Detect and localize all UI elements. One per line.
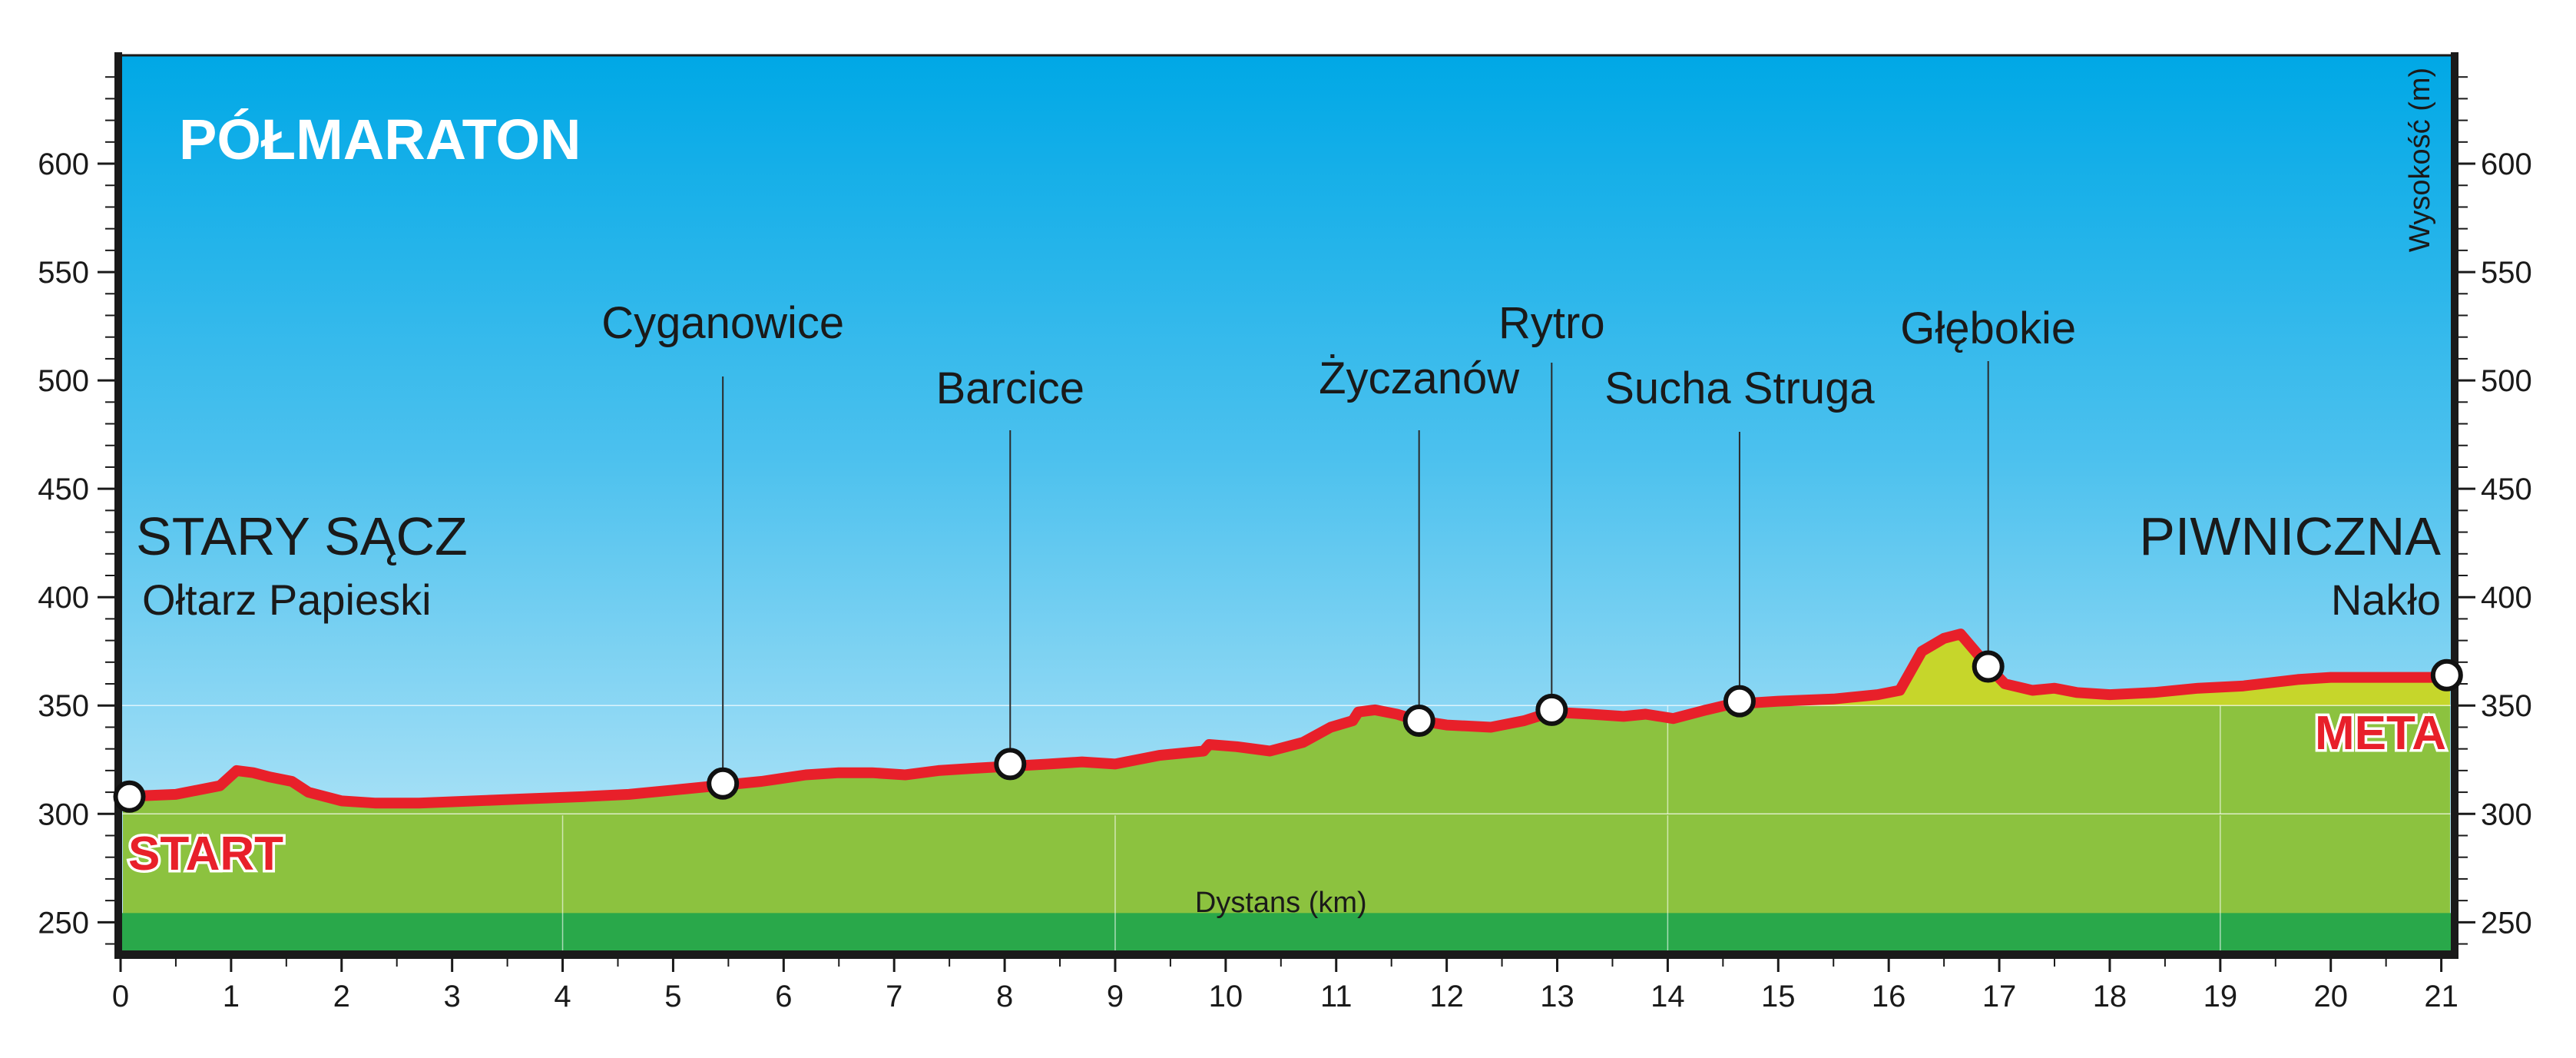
x-tick-label: 2 bbox=[333, 980, 350, 1013]
x-tick-label: 6 bbox=[775, 980, 792, 1013]
y-tick-label-left: 250 bbox=[38, 906, 89, 940]
x-axis-title: Dystans (km) bbox=[1195, 887, 1367, 919]
waypoint-marker bbox=[994, 748, 1027, 781]
y-tick-label-right: 450 bbox=[2481, 473, 2532, 506]
x-tick-label: 13 bbox=[1540, 980, 1574, 1013]
y-tick-label-right: 500 bbox=[2481, 364, 2532, 398]
y-tick-label-left: 300 bbox=[38, 798, 89, 831]
y-axis-title: Wysokość (m) bbox=[2404, 68, 2436, 252]
y-tick-label-left: 500 bbox=[38, 364, 89, 398]
waypoint-label: Sucha Struga bbox=[1604, 363, 1875, 413]
y-tick-label-right: 300 bbox=[2481, 798, 2532, 831]
x-tick-label: 21 bbox=[2424, 980, 2458, 1013]
x-tick-label: 17 bbox=[1982, 980, 2017, 1013]
x-tick-label: 7 bbox=[886, 980, 902, 1013]
y-tick-label-right: 550 bbox=[2481, 256, 2532, 290]
start-marker bbox=[113, 780, 146, 813]
route-line bbox=[118, 628, 2455, 809]
bottom-axis-bar bbox=[114, 950, 2458, 959]
waypoint-label: Rytro bbox=[1498, 298, 1605, 348]
finish-place-label: Nakło bbox=[2331, 575, 2441, 624]
x-tick-label: 0 bbox=[112, 980, 129, 1013]
x-tick-label: 9 bbox=[1107, 980, 1124, 1013]
x-tick-label: 18 bbox=[2093, 980, 2127, 1013]
waypoint-marker bbox=[1402, 704, 1435, 737]
finish-label: META bbox=[2315, 707, 2446, 760]
y-tick-label-right: 350 bbox=[2481, 689, 2532, 723]
x-tick-label: 1 bbox=[223, 980, 240, 1013]
chart-title: PÓŁMARATON bbox=[179, 108, 581, 171]
waypoint-marker bbox=[1972, 650, 2005, 683]
y-tick-label-right: 400 bbox=[2481, 581, 2532, 615]
left-axis-bar bbox=[114, 52, 122, 954]
y-tick-label-left: 350 bbox=[38, 689, 89, 723]
y-tick-label-left: 600 bbox=[38, 148, 89, 181]
ground-base bbox=[121, 913, 2452, 950]
x-tick-label: 20 bbox=[2313, 980, 2348, 1013]
waypoint-label: Głębokie bbox=[1900, 303, 2076, 353]
x-tick-label: 4 bbox=[554, 980, 571, 1013]
x-tick-label: 14 bbox=[1651, 980, 1685, 1013]
x-tick-label: 19 bbox=[2204, 980, 2238, 1013]
x-tick-label: 15 bbox=[1761, 980, 1796, 1013]
y-tick-label-right: 600 bbox=[2481, 148, 2532, 181]
start-place-label: Ołtarz Papieski bbox=[142, 575, 432, 624]
y-tick-label-left: 400 bbox=[38, 581, 89, 615]
y-tick-label-right: 250 bbox=[2481, 906, 2532, 940]
x-tick-label: 16 bbox=[1872, 980, 1906, 1013]
x-tick-label: 11 bbox=[1320, 980, 1353, 1013]
waypoint-marker bbox=[707, 767, 740, 800]
start-label: START bbox=[128, 827, 283, 881]
waypoint-label: Cyganowice bbox=[601, 298, 844, 348]
y-tick-label-left: 450 bbox=[38, 473, 89, 506]
start-town-label: STARY SĄCZ bbox=[136, 506, 468, 566]
waypoint-label: Życzanów bbox=[1319, 353, 1520, 403]
finish-marker bbox=[2430, 658, 2463, 692]
right-axis-bar bbox=[2451, 52, 2458, 954]
waypoint-label: Barcice bbox=[936, 363, 1084, 413]
x-tick-label: 8 bbox=[996, 980, 1013, 1013]
y-tick-label-left: 550 bbox=[38, 256, 89, 290]
finish-town-label: PIWNICZNA bbox=[2139, 506, 2441, 566]
waypoint-marker bbox=[1535, 693, 1568, 726]
grid bbox=[121, 705, 2452, 950]
x-tick-label: 12 bbox=[1429, 980, 1464, 1013]
x-tick-label: 10 bbox=[1209, 980, 1243, 1013]
waypoint-marker bbox=[1723, 685, 1756, 718]
x-tick-label: 3 bbox=[444, 980, 461, 1013]
x-tick-label: 5 bbox=[664, 980, 681, 1013]
chart-frame bbox=[114, 52, 2458, 959]
